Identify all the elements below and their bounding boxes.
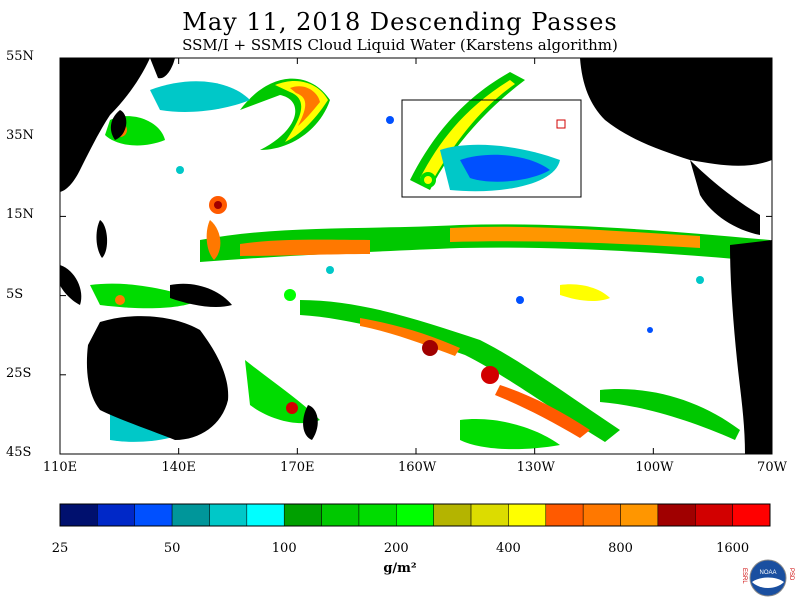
colorbar-swatch [358, 503, 397, 527]
axis-ticks [59, 57, 773, 455]
lat-label: 25S [6, 365, 32, 381]
australia [86, 316, 229, 440]
borneo [60, 265, 82, 305]
colorbar-swatch [209, 503, 248, 527]
lon-label: 110E [42, 460, 78, 475]
new-guinea [170, 283, 232, 308]
south-america [730, 240, 772, 454]
colorbar-label: 1600 [716, 541, 750, 556]
lat-label: 15N [6, 207, 34, 223]
colorbar-swatch [582, 503, 621, 527]
colorbar-label: 100 [271, 541, 297, 556]
land-masses [60, 58, 772, 454]
colorbar-label: 50 [163, 541, 181, 556]
logo-right-letters: PSD [788, 568, 794, 581]
japan [110, 110, 127, 140]
colorbar-label: 400 [495, 541, 521, 556]
central-america [690, 160, 760, 235]
lat-label: 45S [6, 445, 32, 460]
colorbar-label: 200 [383, 541, 409, 556]
colorbar-label: 25 [51, 541, 69, 556]
colorbar-swatch [695, 503, 733, 527]
logo-left-letters: ESRL [741, 568, 747, 584]
new-zealand [303, 405, 318, 440]
map-subtitle: SSM/I + SSMIS Cloud Liquid Water (Karste… [182, 36, 618, 54]
kamchatka [150, 58, 175, 79]
colorbar-units: g/m² [383, 561, 417, 576]
lon-label: 100W [635, 460, 674, 475]
colorbar-swatch [59, 503, 98, 527]
logo-center-text: NOAA [759, 570, 776, 576]
colorbar-swatch [283, 503, 322, 527]
colorbar-swatch [134, 503, 173, 527]
cloud-field [90, 72, 770, 450]
lon-label: 160W [398, 460, 437, 475]
colorbar-swatch [171, 503, 210, 527]
colorbar-swatch [732, 503, 771, 527]
colorbar-swatch [321, 503, 360, 527]
location-marker [556, 119, 566, 129]
colorbar-label: 800 [608, 541, 633, 556]
map-title: May 11, 2018 Descending Passes [182, 8, 618, 36]
lon-label: 130W [516, 460, 555, 475]
colorbar-swatch [246, 503, 285, 527]
lon-label: 170E [280, 460, 315, 475]
lon-label: 70W [757, 460, 787, 475]
lon-label: 140E [161, 460, 196, 475]
asia-landmass [60, 58, 150, 192]
colorbar-swatch [97, 503, 135, 527]
colorbar-swatch [396, 503, 434, 527]
lat-label: 5S [6, 286, 24, 302]
colorbar-swatch [545, 503, 584, 527]
lat-label: 55N [6, 49, 34, 64]
colorbar-frame [59, 503, 771, 527]
colorbar-swatch [508, 503, 547, 527]
colorbar-swatch [620, 503, 659, 527]
philippines [96, 220, 108, 258]
colorbar-swatch [657, 503, 696, 527]
north-america [580, 58, 772, 166]
noaa-logo: NOAA ESRL PSD [741, 559, 794, 597]
colorbar-swatch [433, 503, 472, 527]
region-box [401, 99, 582, 198]
colorbar-swatch [470, 503, 509, 527]
lat-label: 35N [6, 128, 34, 144]
